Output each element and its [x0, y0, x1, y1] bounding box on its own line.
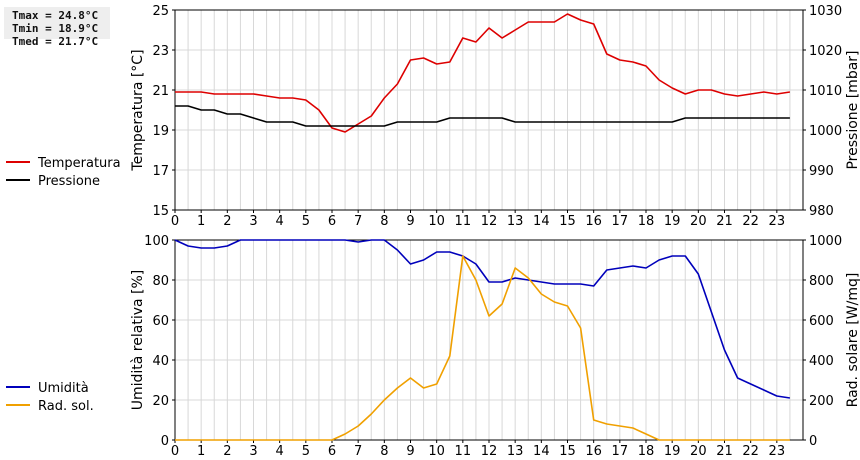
stats-box: Tmax = 24.8°C Tmin = 18.9°C Tmed = 21.7°… [4, 7, 110, 48]
x-tick-label: 17 [612, 214, 629, 229]
x-tick-label: 20 [690, 444, 707, 459]
y-tick-label-right: 400 [809, 354, 834, 369]
y-tick-label-left: 80 [152, 274, 169, 289]
y-tick-label-right: 200 [809, 394, 834, 409]
legend-label: Umidità [38, 381, 89, 396]
y-tick-label-left: 100 [144, 234, 169, 249]
x-tick-label: 1 [197, 214, 205, 229]
y-tick-label-left: 40 [152, 354, 169, 369]
x-tick-label: 19 [664, 214, 681, 229]
y-tick-label-right: 990 [809, 164, 834, 179]
x-tick-label: 9 [406, 214, 414, 229]
x-tick-label: 23 [769, 444, 786, 459]
x-tick-label: 16 [585, 444, 602, 459]
x-tick-label: 21 [716, 444, 733, 459]
x-tick-label: 20 [690, 214, 707, 229]
x-tick-label: 22 [742, 444, 759, 459]
x-tick-label: 1 [197, 444, 205, 459]
x-tick-label: 19 [664, 444, 681, 459]
x-tick-label: 16 [585, 214, 602, 229]
x-tick-label: 21 [716, 214, 733, 229]
y-axis-title-right: Pressione [mbar] [845, 50, 860, 169]
x-tick-label: 17 [612, 444, 629, 459]
tmin-label: Tmin = 18.9°C [12, 22, 99, 35]
legend-label: Rad. sol. [38, 399, 94, 414]
y-tick-label-right: 0 [809, 434, 817, 449]
x-tick-label: 15 [559, 214, 576, 229]
y-axis-title-left: Umidità relativa [%] [130, 270, 146, 411]
legend-label: Pressione [38, 174, 100, 189]
y-tick-label-left: 23 [152, 44, 169, 59]
x-tick-label: 15 [559, 444, 576, 459]
x-tick-label: 18 [638, 214, 655, 229]
x-tick-label: 7 [354, 214, 362, 229]
y-tick-label-right: 800 [809, 274, 834, 289]
y-tick-label-right: 1020 [809, 44, 842, 59]
series-line-pressione [175, 105, 790, 127]
y-tick-label-left: 0 [161, 434, 169, 449]
y-tick-label-left: 25 [152, 4, 169, 19]
x-tick-label: 8 [380, 444, 388, 459]
y-axis-title-right: Rad. solare [W/mq] [845, 273, 860, 408]
x-tick-label: 10 [428, 444, 445, 459]
y-tick-label-left: 21 [152, 84, 169, 99]
x-tick-label: 11 [455, 444, 472, 459]
x-tick-label: 13 [507, 444, 524, 459]
y-axis-title-left: Temperatura [°C] [130, 49, 146, 171]
x-tick-label: 11 [455, 214, 472, 229]
tmed-label: Tmed = 21.7°C [12, 35, 99, 48]
x-tick-label: 5 [302, 444, 310, 459]
x-tick-label: 18 [638, 444, 655, 459]
x-tick-label: 0 [171, 444, 179, 459]
x-tick-label: 6 [328, 444, 336, 459]
y-tick-label-right: 1010 [809, 84, 842, 99]
x-tick-label: 13 [507, 214, 524, 229]
x-tick-label: 2 [223, 444, 231, 459]
series-line-rad-sol- [175, 255, 790, 441]
series-line-temperatura [175, 13, 791, 133]
x-tick-label: 23 [769, 214, 786, 229]
y-tick-label-right: 1000 [809, 124, 842, 139]
x-tick-label: 4 [276, 444, 284, 459]
x-tick-label: 22 [742, 214, 759, 229]
x-tick-label: 0 [171, 214, 179, 229]
x-tick-label: 3 [249, 444, 257, 459]
y-tick-label-right: 1030 [809, 4, 842, 19]
y-tick-label-right: 600 [809, 314, 834, 329]
x-tick-label: 7 [354, 444, 362, 459]
y-tick-label-left: 17 [152, 164, 169, 179]
x-tick-label: 12 [481, 444, 498, 459]
x-tick-label: 2 [223, 214, 231, 229]
x-tick-label: 6 [328, 214, 336, 229]
y-tick-label-right: 1000 [809, 234, 842, 249]
x-tick-label: 5 [302, 214, 310, 229]
x-tick-label: 10 [428, 214, 445, 229]
x-tick-label: 12 [481, 214, 498, 229]
legend-label: Temperatura [37, 156, 121, 171]
x-tick-label: 8 [380, 214, 388, 229]
x-tick-label: 14 [533, 444, 550, 459]
y-tick-label-left: 19 [152, 124, 169, 139]
y-tick-label-left: 20 [152, 394, 169, 409]
x-tick-label: 9 [406, 444, 414, 459]
series-line-umidit- [174, 239, 791, 399]
x-tick-label: 4 [276, 214, 284, 229]
y-tick-label-left: 15 [152, 204, 169, 219]
tmax-label: Tmax = 24.8°C [12, 9, 99, 22]
x-tick-label: 3 [249, 214, 257, 229]
y-tick-label-left: 60 [152, 314, 169, 329]
y-tick-label-right: 980 [809, 204, 834, 219]
x-tick-label: 14 [533, 214, 550, 229]
